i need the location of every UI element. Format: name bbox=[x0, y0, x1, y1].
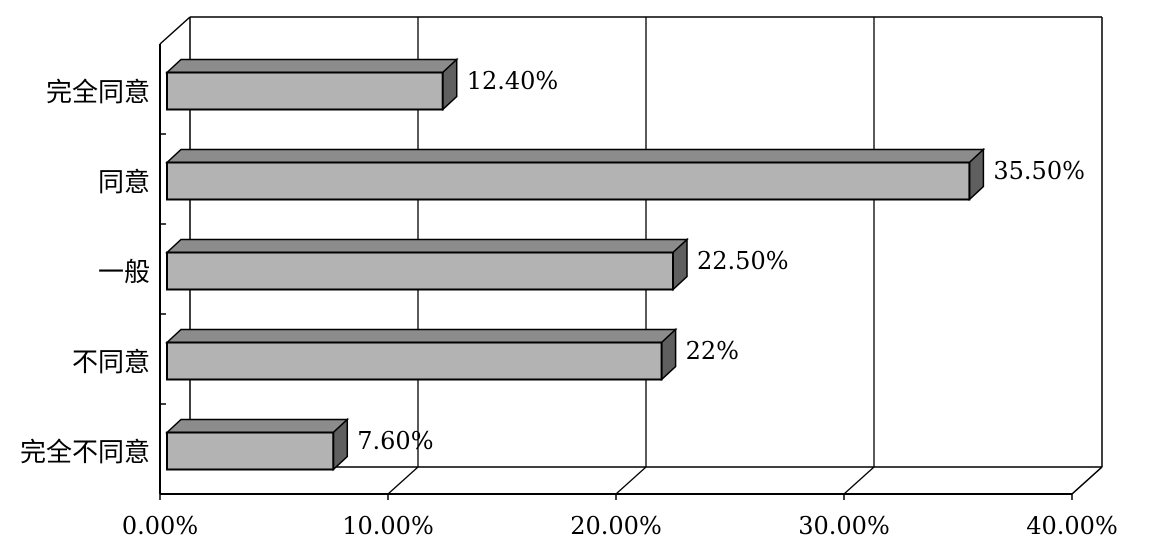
bar bbox=[166, 341, 663, 381]
bar bbox=[166, 71, 444, 111]
data-label: 7.60% bbox=[357, 427, 433, 455]
bar bbox=[166, 251, 674, 291]
category-label: 完全同意 bbox=[46, 78, 150, 108]
bar bbox=[166, 161, 971, 201]
bar-top-face bbox=[165, 58, 459, 74]
category-label: 一般 bbox=[98, 258, 150, 288]
bar-top-face bbox=[165, 238, 689, 254]
left-wall-top-edge bbox=[159, 16, 191, 45]
bar bbox=[166, 431, 335, 471]
x-tick-label: 20.00% bbox=[570, 512, 662, 540]
x-tick-label: 40.00% bbox=[1026, 512, 1118, 540]
floor-gridline bbox=[615, 466, 647, 495]
bar-top-face bbox=[165, 418, 350, 434]
floor-gridline bbox=[843, 466, 875, 495]
data-label: 12.40% bbox=[467, 67, 559, 95]
labels: 0.00% 10.00% 20.00% 30.00% 40.00% 完全同意 12.40% 同… bbox=[20, 67, 1118, 540]
category-label: 不同意 bbox=[72, 348, 150, 378]
x-axis-ticks bbox=[159, 133, 1073, 500]
data-label: 35.50% bbox=[993, 157, 1085, 185]
data-label: 22% bbox=[686, 337, 739, 365]
bars bbox=[165, 57, 986, 472]
data-label: 22.50% bbox=[697, 247, 789, 275]
x-tick-label: 0.00% bbox=[122, 512, 198, 540]
floor-gridline bbox=[1071, 466, 1103, 495]
x-tick-label: 30.00% bbox=[798, 512, 890, 540]
category-label: 完全不同意 bbox=[20, 438, 150, 468]
floor-gridline bbox=[387, 466, 419, 495]
x-tick-label: 10.00% bbox=[342, 512, 434, 540]
bar-top-face bbox=[165, 148, 986, 164]
bar-top-face bbox=[165, 328, 678, 344]
category-label: 同意 bbox=[98, 168, 150, 198]
